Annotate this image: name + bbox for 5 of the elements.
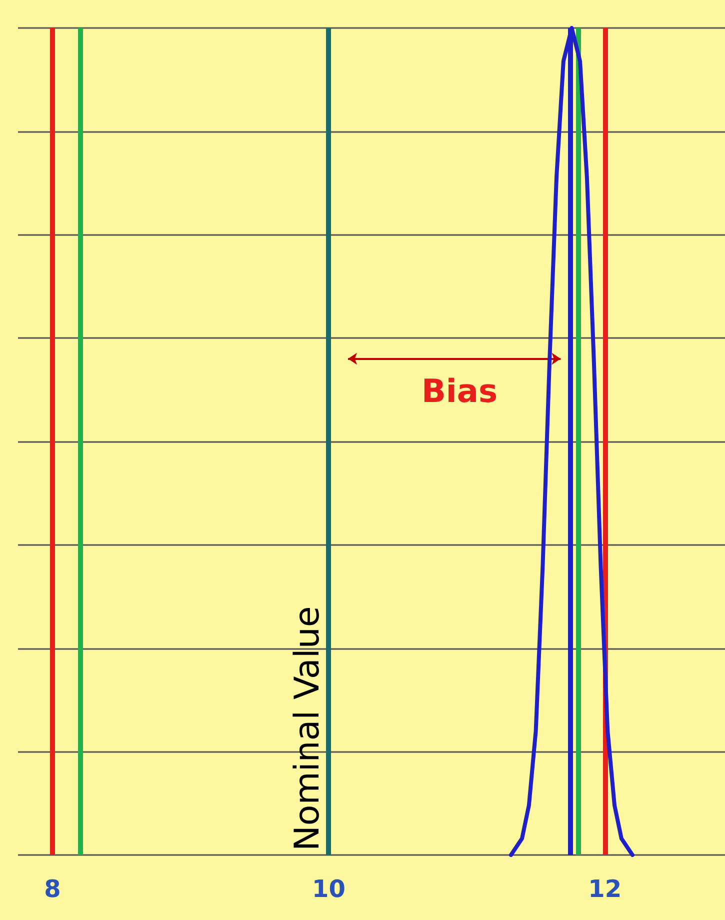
ref-line-label: Nominal Value <box>288 606 328 851</box>
x-tick-label: 8 <box>44 875 61 903</box>
annotation: Bias <box>422 372 498 410</box>
x-tick-label: 10 <box>312 875 346 903</box>
x-tick-label: 12 <box>588 875 622 903</box>
